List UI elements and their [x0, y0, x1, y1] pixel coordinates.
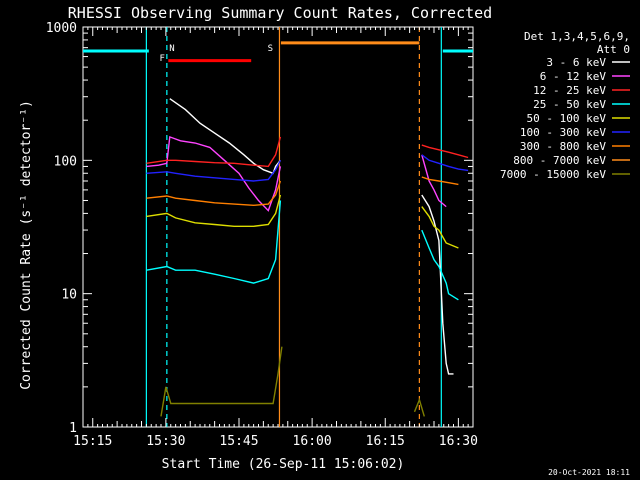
series-line-4-0 — [146, 194, 282, 228]
x-tick-label-2: 15:45 — [219, 434, 258, 449]
series-line-6-1 — [421, 176, 459, 186]
legend-label-1: 6 - 12 keV — [540, 70, 607, 83]
legend-header-0: Det 1,3,4,5,6,9, — [524, 30, 630, 43]
series-line-8-1 — [413, 397, 425, 417]
series-line-1-0 — [146, 135, 282, 212]
series-line-3-1 — [421, 229, 459, 301]
x-tick-label-0: 15:15 — [73, 434, 112, 449]
x-tick-label-5: 16:30 — [439, 434, 478, 449]
series-line-2-0 — [146, 136, 282, 168]
series-line-0-1 — [421, 194, 454, 375]
series-line-5-1 — [421, 154, 469, 172]
legend-label-3: 25 - 50 keV — [533, 98, 606, 111]
flag-label-n: N — [169, 44, 174, 54]
legend-label-6: 300 - 800 keV — [520, 140, 606, 153]
flag-label-s: S — [268, 44, 273, 54]
series-line-1-1 — [421, 154, 447, 208]
series-line-4-1 — [421, 206, 459, 249]
y-tick-label-0: 1 — [69, 421, 77, 436]
y-tick-label-1: 10 — [61, 288, 77, 303]
legend-label-5: 100 - 300 keV — [520, 126, 606, 139]
footer-date: 20-Oct-2021 18:11 — [548, 468, 630, 477]
legend-label-2: 12 - 25 keV — [533, 84, 606, 97]
legend-label-4: 50 - 100 keV — [527, 112, 607, 125]
y-tick-label-2: 100 — [54, 154, 77, 169]
legend-header-1: Att 0 — [597, 43, 630, 56]
legend-label-7: 800 - 7000 keV — [513, 154, 606, 167]
x-tick-label-3: 16:00 — [293, 434, 332, 449]
legend-label-8: 7000 - 15000 keV — [500, 168, 606, 181]
series-line-8-0 — [160, 346, 283, 417]
y-tick-label-3: 1000 — [46, 21, 77, 36]
chart-title: RHESSI Observing Summary Count Rates, Co… — [68, 4, 492, 22]
plot-area: FN S 1 10 100 1000 15:15 15:30 15:45 16:00 16:15 16… — [46, 21, 478, 449]
flag-label-f: F — [159, 54, 164, 64]
x-axis-label: Start Time (26-Sep-11 15:06:02) — [162, 457, 405, 472]
y-axis-label: Corrected Count Rate (s⁻¹ detector⁻¹) — [19, 100, 34, 390]
x-tick-label-4: 16:15 — [366, 434, 405, 449]
series-line-6-0 — [146, 180, 282, 207]
legend-label-0: 3 - 6 keV — [546, 56, 606, 69]
x-tick-label-1: 15:30 — [146, 434, 185, 449]
series-line-2-1 — [421, 144, 469, 159]
series-line-5-0 — [146, 159, 282, 182]
series-line-3-0 — [146, 200, 282, 284]
